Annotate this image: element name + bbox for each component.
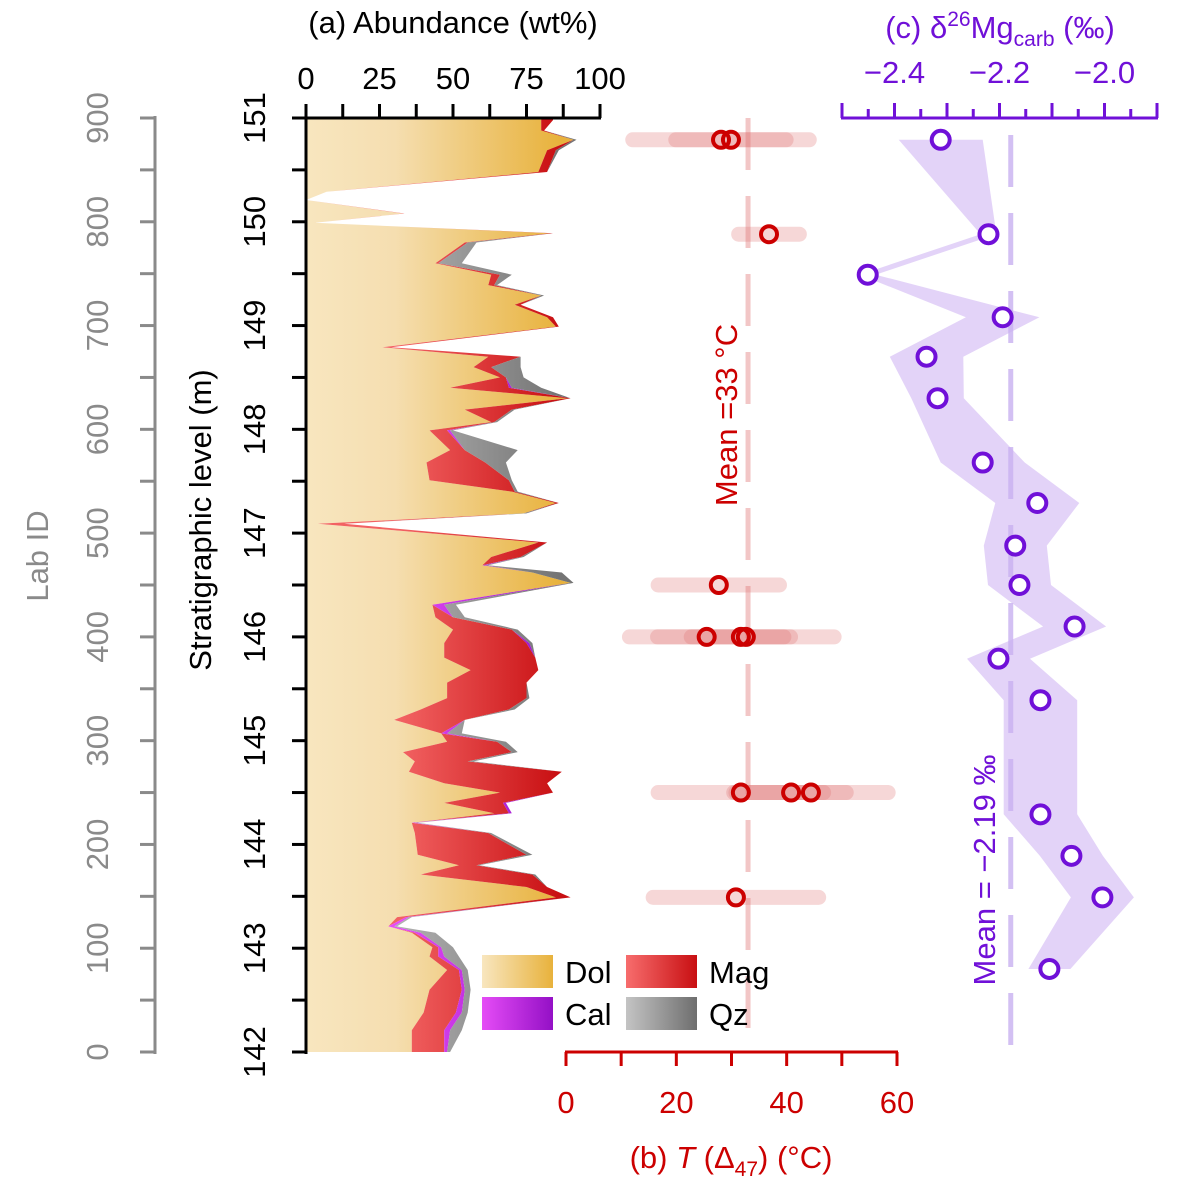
abundance-tick-label: 25	[362, 61, 396, 96]
mg-point	[987, 647, 1010, 670]
stratigraphic-tick-label: 148	[237, 403, 272, 455]
temperature-point	[711, 129, 732, 150]
panel-b-title-prefix: (b)	[630, 1140, 677, 1175]
temperature-point	[696, 626, 717, 647]
temperature-point	[708, 575, 729, 595]
mg-point	[1038, 957, 1061, 980]
panel-c-title-sub: carb	[1014, 28, 1055, 51]
lab-id-tick-label: 900	[80, 92, 115, 144]
lab-id-tick-label: 200	[80, 819, 115, 871]
panel-a-title: (a) Abundance (wt%)	[308, 5, 597, 40]
lab-id-tick-label: 0	[80, 1043, 115, 1060]
stratigraphic-tick-label: 145	[237, 715, 272, 767]
panel-b-title-var: T	[676, 1140, 697, 1175]
legend-swatch-qz	[626, 997, 697, 1030]
panel-c-title-prefix: (c) δ	[885, 10, 947, 45]
legend-swatch-dol	[482, 955, 553, 988]
area-dol	[306, 118, 574, 1052]
stratigraphic-tick-label: 146	[237, 611, 272, 663]
lab-id-tick-label: 500	[80, 507, 115, 559]
mg-point	[926, 387, 949, 410]
stratigraphic-tick-label: 150	[237, 196, 272, 248]
abundance-tick-label: 75	[509, 61, 543, 96]
panel-b-title-suffix: ) (°C)	[758, 1140, 832, 1175]
legend-label-qz: Qz	[709, 997, 749, 1032]
mg-point	[915, 345, 938, 368]
temperature-point	[735, 626, 756, 647]
lab-id-tick-label: 700	[80, 300, 115, 352]
mg-point	[856, 263, 879, 286]
stratigraphic-level-axis-label: Stratigraphic level (m)	[183, 369, 218, 670]
temperature-point	[730, 782, 751, 803]
mg-point	[977, 223, 1000, 246]
panel-b-title-sub: 47	[735, 1158, 758, 1181]
temperature-point	[759, 224, 780, 245]
mg-tick-label: −2.2	[969, 55, 1030, 90]
mg-point	[1026, 492, 1049, 515]
temperature-point	[725, 887, 746, 908]
stratigraphic-tick-label: 147	[237, 507, 272, 559]
panel-c-mg-isotope	[856, 128, 1134, 1048]
mg-point	[1063, 615, 1086, 638]
mean-mg-label: Mean = −2.19 ‰	[967, 755, 1002, 986]
panel-b-title-mid: (Δ	[695, 1140, 735, 1175]
lab-id-tick-label: 300	[80, 715, 115, 767]
stratigraphic-tick-label: 144	[237, 819, 272, 871]
panel-c-title-sup: 26	[947, 8, 970, 31]
abundance-tick-label: 100	[574, 61, 626, 96]
temperature-tick-label: 20	[659, 1085, 693, 1120]
mg-point	[1029, 689, 1052, 712]
stratigraphic-tick-label: 142	[237, 1026, 272, 1078]
mg-tick-label: −2.0	[1074, 55, 1135, 90]
mg-point	[1008, 574, 1031, 596]
temperature-point	[800, 782, 821, 803]
mg-point	[991, 306, 1014, 329]
panel-b-title: (b) T (Δ47) (°C)	[630, 1140, 833, 1181]
stratigraphic-tick-label: 143	[237, 922, 272, 974]
mg-point	[929, 128, 952, 151]
legend-label-mag: Mag	[709, 955, 769, 990]
abundance-tick-label: 50	[436, 61, 470, 96]
legend-label-cal: Cal	[565, 997, 612, 1032]
lab-id-axis-label: Lab ID	[20, 510, 55, 601]
mg-point	[1091, 886, 1114, 909]
mean-temperature-label: Mean =33 °C	[709, 324, 744, 506]
stratigraphic-tick-label: 151	[237, 92, 272, 144]
axes: 0100200300400500600700800900142143144145…	[80, 55, 1159, 1120]
mg-point	[1060, 844, 1083, 867]
mg-tick-label: −2.4	[864, 55, 925, 90]
temperature-tick-label: 40	[769, 1085, 803, 1120]
stratigraphic-tick-label: 149	[237, 300, 272, 352]
lab-id-tick-label: 800	[80, 196, 115, 248]
panel-a-abundance	[306, 118, 577, 1052]
temperature-point	[781, 782, 802, 803]
panel-b-temperature	[621, 118, 896, 1048]
legend: Dol Mag Cal Qz	[482, 955, 769, 1032]
abundance-tick-label: 0	[297, 61, 314, 96]
panel-c-title: (c) δ26Mgcarb (‰)	[885, 8, 1115, 51]
panel-c-title-mid: Mg	[971, 10, 1014, 45]
temperature-point	[720, 129, 741, 150]
legend-swatch-cal	[482, 997, 553, 1030]
lab-id-tick-label: 100	[80, 922, 115, 974]
lab-id-tick-label: 400	[80, 611, 115, 663]
temperature-tick-label: 60	[880, 1085, 914, 1120]
mg-point	[1029, 803, 1052, 826]
lab-id-tick-label: 600	[80, 403, 115, 455]
legend-label-dol: Dol	[565, 955, 612, 990]
mg-point	[1004, 534, 1027, 557]
mg-point	[971, 451, 994, 474]
panel-c-title-suffix: (‰)	[1055, 10, 1115, 45]
legend-swatch-mag	[626, 955, 697, 988]
temperature-tick-label: 0	[557, 1085, 574, 1120]
